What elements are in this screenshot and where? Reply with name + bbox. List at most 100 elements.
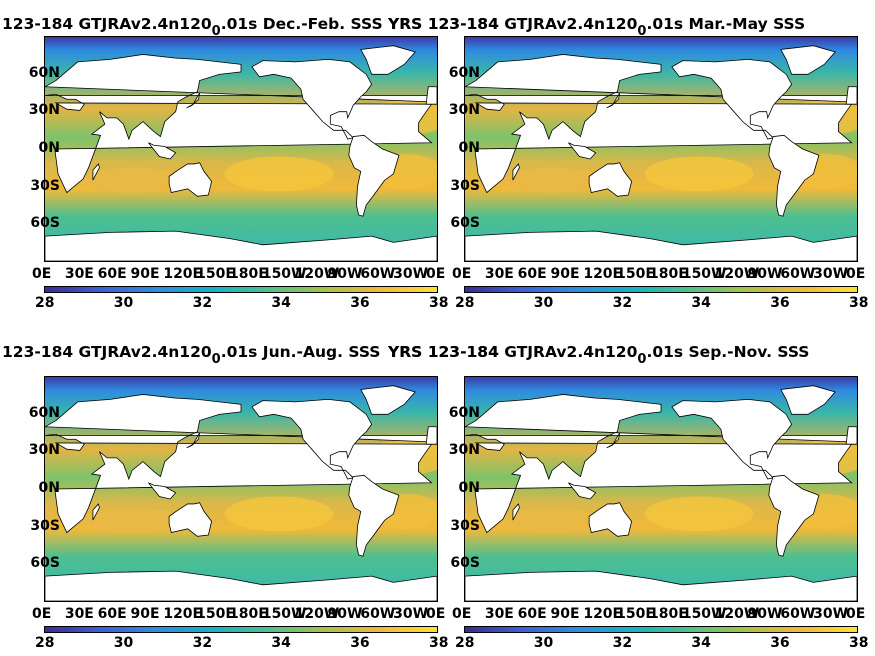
land-mass [251,399,373,480]
y-tick-label: 30S [450,517,480,534]
x-tick-label: 150E [196,266,235,282]
land-mass [45,394,433,534]
overlapping-title-fragment: YRS 123-184 [388,15,499,33]
colorbar-tick-label: 28 [35,635,55,651]
x-tick-label: 90W [327,606,363,622]
colorbar-tick-label: 32 [192,635,213,651]
land-mass [168,502,213,537]
y-tick-label: 60S [450,215,480,232]
x-tick-label: 120E [583,606,623,622]
colorbar-tick-label: 30 [113,635,134,651]
land-mass [606,432,621,449]
title-text: YRS 123-184 GTJRAv2.4n120 [388,15,638,33]
x-tick-label: 120W [714,266,760,282]
land-mass [425,426,437,445]
land-mass [465,54,853,194]
sss-map [464,36,858,262]
salinity-maximum [224,496,334,532]
x-tick-label: 0E [846,266,866,282]
land-mass [568,482,597,500]
title-text: 123-184 GTJRAv2.4n120 [2,343,212,361]
x-tick-label: 120E [583,266,623,282]
y-tick-label: 0N [38,140,60,156]
y-tick-label: 30N [28,442,60,459]
x-tick-label: 60E [97,606,127,622]
x-tick-label: 180E [229,606,268,622]
x-tick-label: 120W [294,606,340,622]
land-mass [465,394,853,534]
x-tick-label: 60W [360,266,396,282]
colorbar [464,286,858,293]
y-tick-label: 60N [448,404,480,421]
colorbar-tick-label: 38 [849,635,869,651]
colorbar-tick-label: 30 [113,295,134,311]
x-tick-label: 30W [393,266,429,282]
x-tick-label: 60W [360,606,396,622]
x-tick-label: 30W [813,606,849,622]
land-mass [568,142,597,160]
x-tick-label: 30E [484,266,514,282]
y-tick-label: 60S [30,215,60,232]
colorbar-tick-label: 34 [691,295,711,311]
y-tick-label: 60N [28,64,60,81]
land-mass [251,59,373,140]
x-tick-label: 90W [747,606,783,622]
y-tick-label: 30S [450,177,480,194]
salinity-maximum [83,507,182,533]
title-text: 123-184 GTJRAv2.4n120 [2,15,212,33]
x-tick-label: 150W [261,266,307,282]
x-tick-label: 60E [517,606,547,622]
salinity-maximum [83,167,182,193]
land-mass [465,230,857,261]
land-mass [588,502,633,537]
land-mass [360,45,416,75]
colorbar-tick-label: 38 [429,635,449,651]
x-tick-label: 0E [426,266,446,282]
y-tick-label: 60N [448,64,480,81]
y-tick-label: 30N [448,442,480,459]
land-mass [780,385,836,415]
title-subscript: 0 [211,352,221,367]
land-mass [512,503,520,521]
x-tick-label: 30E [64,266,94,282]
colorbar-tick-label: 32 [192,295,213,311]
title-season: .01s Jun.-Aug. SSS [220,343,381,361]
x-tick-label: 150E [616,266,655,282]
colorbar-tick-label: 38 [849,295,869,311]
x-tick-label: 150W [261,606,307,622]
colorbar-tick-label: 32 [612,635,633,651]
land-mass [768,474,820,557]
salinity-maximum [503,507,602,533]
salinity-maximum [224,156,334,192]
y-tick-label: 60S [450,555,480,572]
y-tick-label: 30S [30,177,60,194]
land-mass [588,162,633,197]
land-mass [92,503,100,521]
land-mass [348,474,400,557]
colorbar-tick-label: 36 [770,295,790,311]
colorbar-tick-label: 30 [533,295,554,311]
x-tick-label: 90E [130,606,160,622]
title-season: .01s Sep.-Nov. SSS [646,343,810,361]
y-tick-label: 0N [38,480,60,496]
y-tick-label: 60S [30,555,60,572]
land-mass [45,54,433,194]
title-subscript: 0 [211,24,221,39]
land-mass [780,45,836,75]
title-subscript: 0 [637,24,647,39]
x-tick-label: 180E [229,266,268,282]
x-tick-label: 90E [130,266,160,282]
colorbar-tick-label: 30 [533,635,554,651]
x-tick-label: 120E [163,266,203,282]
x-tick-label: 90E [550,606,580,622]
title-season: .01s Mar.-May SSS [646,15,806,33]
colorbar-tick-label: 28 [455,635,475,651]
x-tick-label: 0E [846,606,866,622]
sss-map [44,36,438,262]
colorbar-tick-label: 38 [429,295,449,311]
panel-title: 123-184 GTJRAv2.4n1200.01s Dec.-Feb. SSS [2,15,383,39]
x-tick-label: 30E [484,606,514,622]
panel-title: YRS 123-184 GTJRAv2.4n1200.01s Mar.-May … [388,15,806,39]
x-tick-label: 90E [550,266,580,282]
salinity-maximum [503,167,602,193]
